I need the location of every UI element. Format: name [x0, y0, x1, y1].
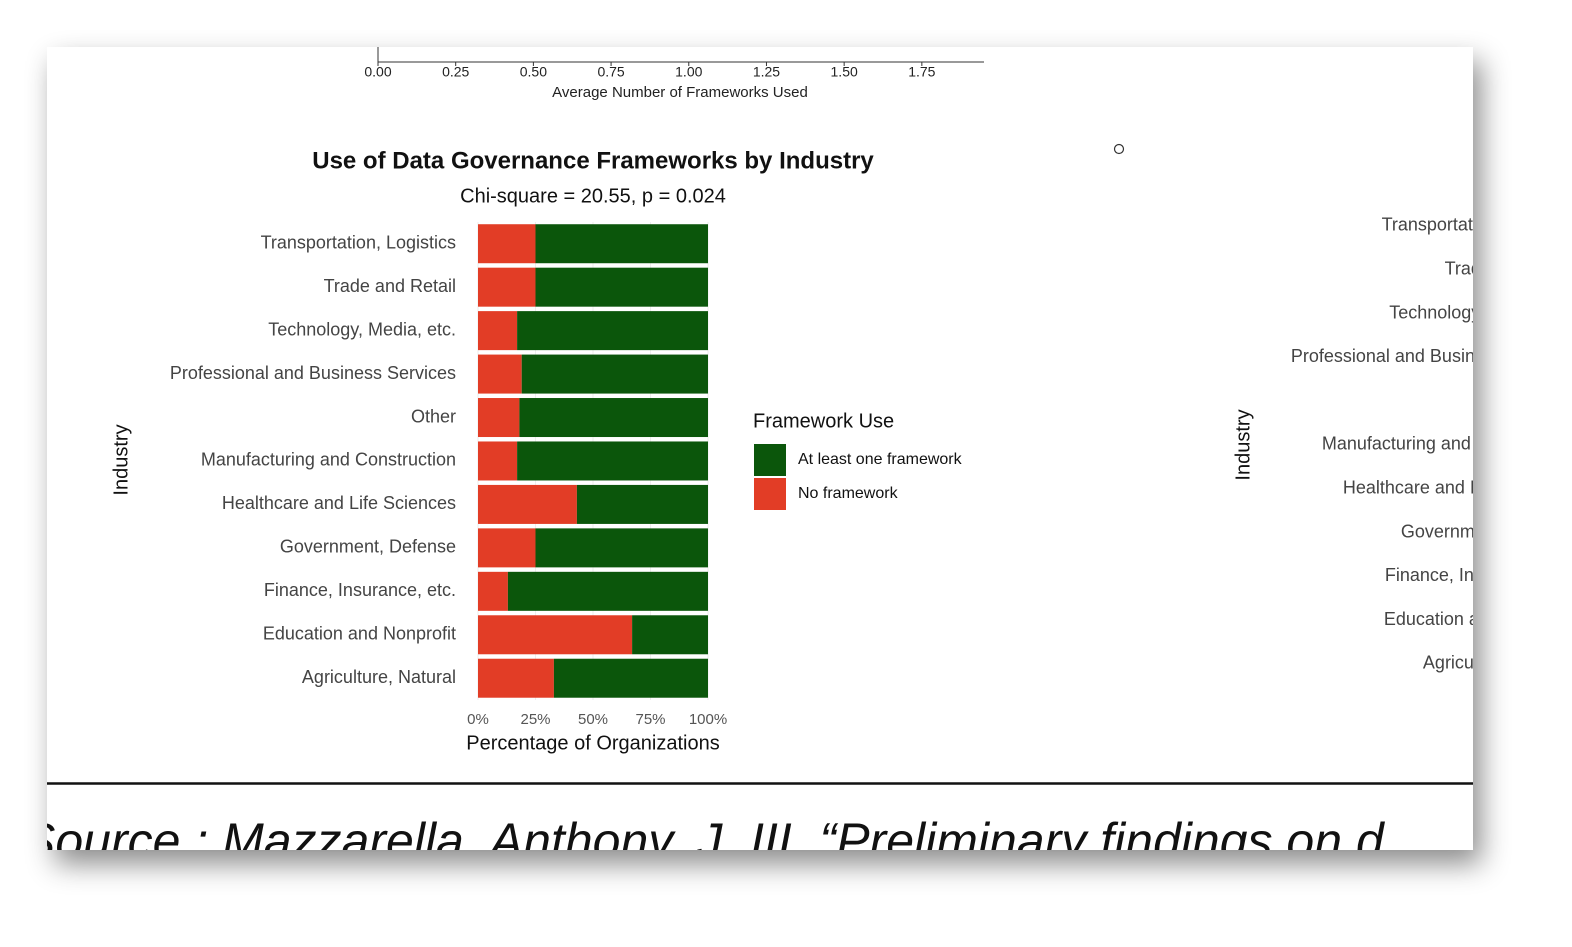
x-tick-label: 1.25 [753, 64, 780, 80]
y-tick-label: Healthcare and Life Sciences [222, 493, 456, 513]
bar-segment [517, 441, 708, 481]
x-axis-title: Average Number of Frameworks Used [552, 84, 808, 101]
bar-segment [535, 528, 708, 568]
bar-segment [478, 571, 508, 611]
slide-content: Source : Mazzarella, Anthony, J. III, “P… [22, 47, 1572, 869]
legend-label: At least one framework [798, 451, 963, 468]
x-tick-label: 75% [635, 711, 665, 728]
bar-segment [507, 571, 708, 611]
y-tick-label: Finance, Insurance, etc. [264, 580, 456, 600]
bar-segment [478, 615, 633, 655]
bar-segment [521, 354, 708, 394]
x-tick-label: 1.50 [831, 64, 858, 80]
x-tick-label: 0% [467, 711, 489, 728]
bar-segment [478, 658, 554, 698]
y-tick-label: Technology, Media, etc. [1389, 302, 1572, 322]
x-tick-label: 0.75 [597, 64, 624, 80]
legend-label: No framework [798, 485, 899, 502]
y-tick-label: Finance, Insurance, etc. [1385, 565, 1572, 585]
y-tick-label: Education and Nonprofit [263, 624, 456, 644]
legend-swatch [754, 478, 786, 510]
y-tick-label: Agriculture, Natural [302, 667, 456, 687]
y-tick-label: Trade and Retail [324, 276, 456, 296]
bar-segment [535, 267, 708, 307]
bar-segment [517, 311, 708, 351]
y-tick-label: Transportation, Logistics [261, 232, 456, 252]
bar-segment [519, 398, 708, 438]
y-axis-title: Industry [1232, 409, 1254, 480]
bar-segment [478, 224, 536, 264]
y-tick-label: Other [411, 406, 456, 426]
y-tick-label: Manufacturing and Construction [201, 450, 456, 470]
x-tick-label: 50% [578, 711, 608, 728]
bar-segment [478, 311, 518, 351]
x-tick-label: 25% [520, 711, 550, 728]
y-tick-label: Agriculture, Natural [1423, 653, 1572, 673]
y-tick-label: Professional and Business Services [1291, 346, 1572, 366]
bar-segment [553, 658, 708, 698]
bar-segment [478, 354, 522, 394]
legend-swatch [754, 444, 786, 476]
cursor [1113, 143, 1125, 155]
bar-segment [576, 484, 708, 524]
x-tick-label: 1.00 [675, 64, 702, 80]
y-tick-label: Trade and Retail [1445, 258, 1572, 278]
y-tick-label: Transportation, Logistics [1382, 215, 1572, 235]
x-tick-label: 0.50 [520, 64, 547, 80]
legend-title: Framework Use [753, 410, 894, 432]
bar-segment [632, 615, 708, 655]
x-tick-label: 100% [689, 711, 727, 728]
source-text: Source : Mazzarella, Anthony, J. III, “P… [22, 813, 1386, 869]
y-tick-label: Healthcare and Life Sciences [1343, 477, 1572, 497]
bar-segment [535, 224, 708, 264]
chart-title: Use of Data Governance Frameworks by Ind… [312, 147, 874, 174]
bar-segment [478, 528, 536, 568]
y-tick-label: Technology, Media, etc. [268, 319, 456, 339]
bar-segment [478, 267, 536, 307]
bar-segment [478, 398, 520, 438]
x-tick-label: 0.00 [364, 64, 391, 80]
x-axis-title: Percentage of Organizations [466, 732, 720, 754]
bar-segment [478, 441, 518, 481]
x-tick-label: 1.75 [908, 64, 935, 80]
y-tick-label: Professional and Business Services [170, 363, 456, 383]
y-tick-label: Education and Nonprofit [1384, 609, 1572, 629]
x-tick-label: 0.25 [442, 64, 469, 80]
y-tick-label: Manufacturing and Construction [1322, 434, 1572, 454]
y-tick-label: Government, Defense [1401, 521, 1572, 541]
chart-subtitle: Chi-square = 20.55, p = 0.024 [460, 185, 726, 207]
bar-segment [478, 484, 577, 524]
y-axis-title: Industry [110, 424, 132, 495]
y-tick-label: Government, Defense [280, 537, 456, 557]
